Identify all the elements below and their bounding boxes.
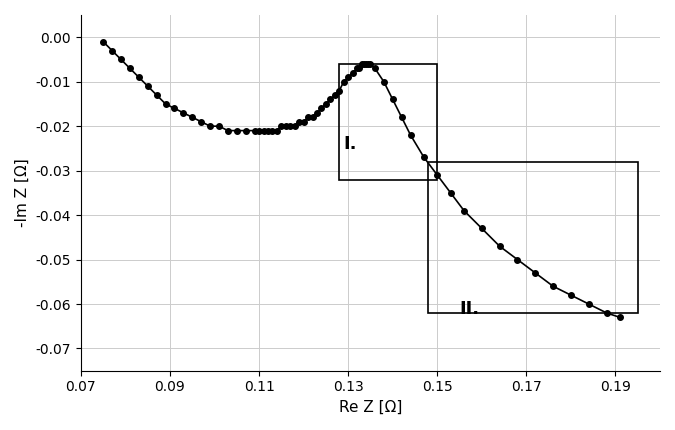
Text: I.: I. <box>344 135 357 153</box>
Bar <box>340 64 437 179</box>
Bar <box>429 162 638 313</box>
Y-axis label: -Im Z [Ω]: -Im Z [Ω] <box>15 159 30 227</box>
X-axis label: Re Z [Ω]: Re Z [Ω] <box>339 400 402 415</box>
Text: II.: II. <box>460 300 480 318</box>
